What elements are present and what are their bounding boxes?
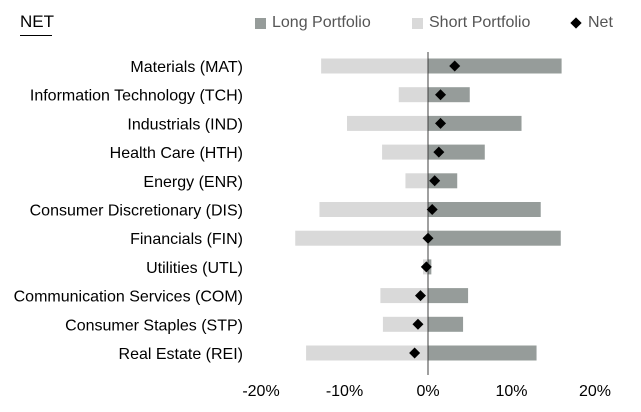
long-bar	[428, 230, 561, 246]
x-tick-label: 20%	[579, 383, 611, 400]
category-label: Financials (FIN)	[130, 231, 243, 248]
short-bar	[321, 58, 428, 74]
long-bar	[428, 87, 470, 103]
category-label: Information Technology (TCH)	[30, 88, 243, 105]
long-bar	[428, 288, 469, 304]
legend-long-swatch	[255, 17, 266, 29]
category-label: Materials (MAT)	[130, 59, 243, 76]
net-marker	[414, 290, 426, 302]
category-label: Communication Services (COM)	[14, 289, 243, 306]
legend-short-swatch	[412, 17, 423, 29]
long-bar	[428, 115, 522, 131]
category-label: Consumer Discretionary (DIS)	[30, 203, 243, 220]
long-bar	[428, 144, 485, 160]
legend-long-label: Long Portfolio	[272, 14, 371, 31]
net-marker	[409, 347, 421, 359]
net-marker	[412, 318, 424, 330]
net-marker	[426, 204, 438, 215]
short-bar	[405, 173, 428, 189]
legend-net-label: Net	[588, 14, 613, 31]
short-bar	[319, 202, 428, 217]
legend-short-label: Short Portfolio	[429, 14, 531, 31]
category-label: Health Care (HTH)	[110, 145, 243, 162]
category-label: Real Estate (REI)	[119, 346, 243, 363]
net-marker	[435, 117, 447, 129]
short-bar	[306, 345, 428, 361]
net-marker	[422, 232, 434, 244]
x-tick-label: -20%	[242, 383, 279, 400]
x-tick-label: 0%	[416, 383, 439, 400]
net-marker	[433, 146, 445, 158]
net-marker	[449, 60, 461, 72]
legend-net: Net	[570, 13, 613, 33]
short-bar	[398, 87, 428, 103]
section-title: NET	[20, 12, 54, 31]
short-bar	[347, 115, 428, 131]
category-label: Consumer Staples (STP)	[65, 317, 243, 334]
long-bar	[428, 316, 464, 332]
x-tick-label: 10%	[495, 383, 527, 400]
long-bar	[428, 58, 562, 74]
category-label: Industrials (IND)	[127, 116, 243, 133]
long-bar	[428, 345, 537, 361]
net-marker	[420, 261, 432, 273]
short-bar	[295, 230, 428, 246]
category-label: Energy (ENR)	[143, 174, 243, 191]
x-tick-label: -10%	[326, 383, 363, 400]
section-title-underline	[20, 35, 52, 36]
net-marker	[435, 89, 447, 101]
short-bar	[380, 288, 428, 304]
legend-short: Short Portfolio	[412, 13, 530, 33]
net-marker	[429, 175, 441, 187]
legend-long: Long Portfolio	[255, 13, 371, 33]
category-label: Utilities (UTL)	[146, 260, 243, 277]
long-bar	[428, 202, 541, 217]
short-bar	[382, 144, 428, 160]
